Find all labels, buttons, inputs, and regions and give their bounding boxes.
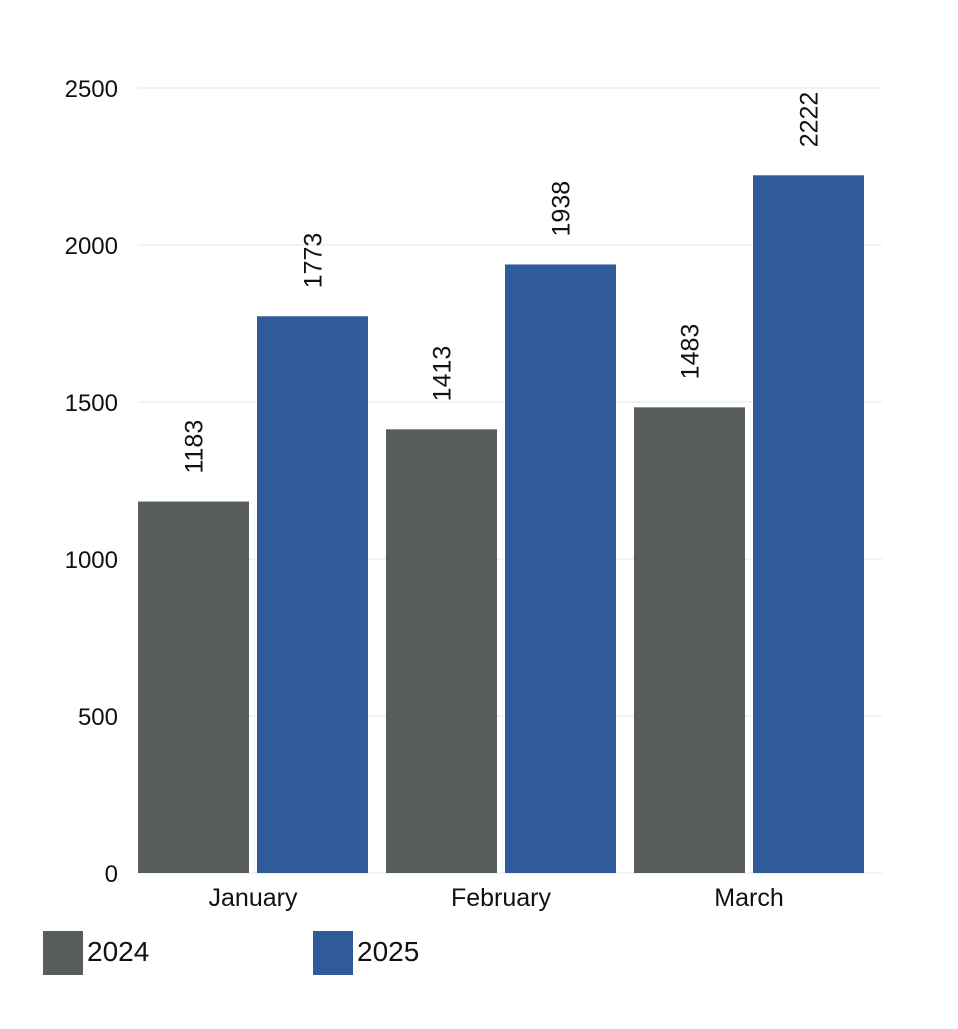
legend-label: 2024 bbox=[87, 936, 149, 967]
bar-2025-january bbox=[257, 316, 368, 873]
data-label: 1413 bbox=[429, 346, 457, 402]
bar-2025-march bbox=[753, 175, 864, 874]
legend-swatch bbox=[313, 931, 353, 975]
x-category-label: March bbox=[714, 884, 783, 912]
x-category-label: January bbox=[209, 884, 298, 912]
bar-2025-february bbox=[505, 264, 616, 873]
data-label: 1938 bbox=[548, 181, 576, 237]
y-axis-ticks: 0 500 1000 1500 2000 2500 bbox=[65, 76, 118, 888]
y-tick-label: 500 bbox=[78, 704, 118, 731]
data-label: 1483 bbox=[677, 324, 705, 380]
bar-2024-january bbox=[138, 501, 249, 873]
y-tick-label: 2000 bbox=[65, 233, 118, 260]
y-tick-label: 1000 bbox=[65, 547, 118, 574]
data-label: 1773 bbox=[300, 233, 328, 289]
legend-swatch bbox=[43, 931, 83, 975]
bar-2024-february bbox=[386, 429, 497, 873]
data-labels: 1183 1773 1413 1938 1483 2222 bbox=[181, 92, 824, 474]
legend-label: 2025 bbox=[357, 936, 419, 967]
y-tick-label: 2500 bbox=[65, 76, 118, 103]
data-label: 1183 bbox=[181, 420, 209, 474]
y-tick-label: 0 bbox=[105, 861, 118, 888]
data-label: 2222 bbox=[796, 92, 824, 148]
x-category-label: February bbox=[451, 884, 552, 912]
bars bbox=[138, 175, 864, 874]
x-axis-categories: January February March bbox=[209, 884, 784, 912]
bar-2024-march bbox=[634, 407, 745, 873]
y-tick-label: 1500 bbox=[65, 390, 118, 417]
legend: 2024 2025 bbox=[43, 931, 419, 975]
